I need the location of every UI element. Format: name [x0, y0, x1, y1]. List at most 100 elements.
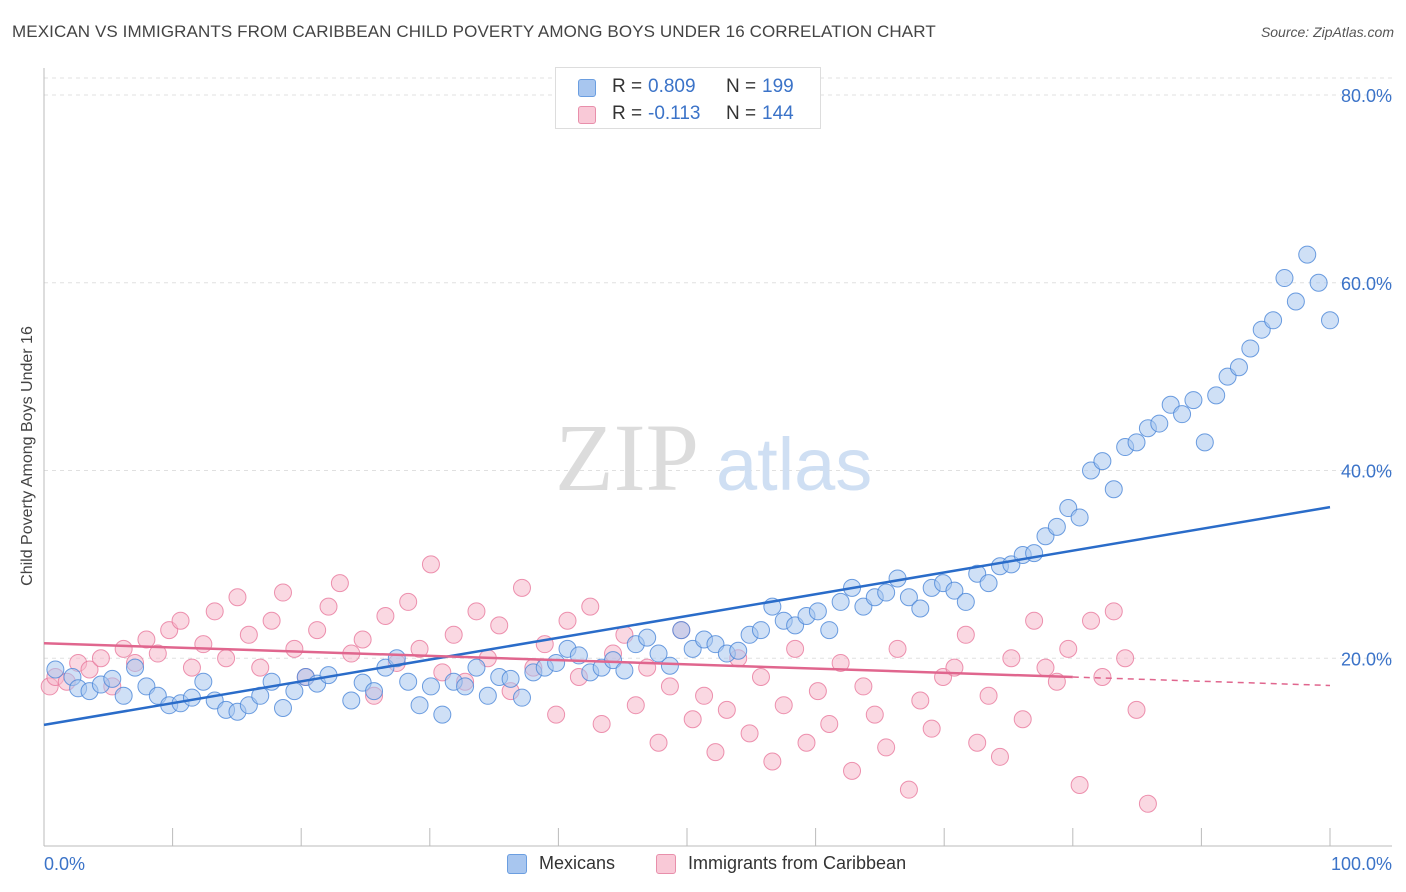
mexican-point [1298, 245, 1317, 264]
caribbean-point [205, 602, 224, 621]
caribbean-point [1104, 602, 1123, 621]
mexican-point [729, 641, 748, 660]
caribbean-point [1070, 775, 1089, 794]
mexican-point [1047, 517, 1066, 536]
n-value: 199 [762, 76, 794, 97]
mexican-point [1150, 414, 1169, 433]
caribbean-point [262, 611, 281, 630]
stats-row-mexicans: R = 0.809 N = 199 [556, 76, 822, 102]
caribbean-point [751, 668, 770, 687]
caribbean-point [1082, 611, 1101, 630]
caribbean-point [706, 743, 725, 762]
x-tick-label-min: 0.0% [44, 854, 85, 874]
caribbean-point [1013, 710, 1032, 729]
legend-item-caribbean[interactable]: Immigrants from Caribbean [656, 852, 946, 876]
y-tick-label: 80.0% [1341, 86, 1392, 106]
mexican-point [1286, 292, 1305, 311]
r-value: -0.113 [648, 103, 701, 124]
mexican-point [399, 672, 418, 691]
legend-item-mexicans[interactable]: Mexicans [507, 852, 637, 876]
caribbean-point [330, 574, 349, 593]
caribbean-point [922, 719, 941, 738]
caribbean-point [956, 625, 975, 644]
mexicans-swatch [578, 79, 596, 97]
mexican-point [649, 644, 668, 663]
caribbean-point [91, 649, 110, 668]
stats-legend: R = 0.809 N = 199 R = -0.113 N = 144 [555, 67, 821, 129]
mexican-point [638, 628, 657, 647]
mexican-point [1264, 311, 1283, 330]
caribbean-point [740, 724, 759, 743]
caribbean-point [217, 649, 236, 668]
caribbean-point [148, 644, 167, 663]
caribbean-swatch [578, 106, 596, 124]
mexican-point [478, 686, 497, 705]
legend-swatch-caribbean [656, 854, 676, 874]
mexican-point [1207, 386, 1226, 405]
mexican-point [342, 691, 361, 710]
caribbean-point [899, 780, 918, 799]
y-tick-label: 40.0% [1341, 462, 1392, 482]
caribbean-point [353, 630, 372, 649]
caribbean-point [512, 578, 531, 597]
caribbean-point [683, 710, 702, 729]
mexican-point [1184, 391, 1203, 410]
caribbean-point [1059, 639, 1078, 658]
caribbean-point [626, 696, 645, 715]
mexican-point [1321, 311, 1339, 330]
mexican-point [547, 653, 566, 672]
caribbean-point [660, 677, 679, 696]
mexican-point [911, 599, 930, 618]
caribbean-point [228, 588, 247, 607]
caribbean-point [911, 691, 930, 710]
caribbean-point [1116, 649, 1135, 668]
caribbean-point [171, 611, 190, 630]
caribbean-point [1138, 794, 1157, 813]
mexican-point [751, 621, 770, 640]
caribbean-point [376, 607, 395, 626]
caribbean-point [1093, 668, 1112, 687]
mexican-point [820, 621, 839, 640]
caribbean-point [763, 752, 782, 771]
caribbean-point [968, 733, 987, 752]
caribbean-point [820, 714, 839, 733]
caribbean-point [182, 658, 201, 677]
caribbean-point [490, 616, 509, 635]
tick-labels: 20.0% 40.0% 60.0% 80.0% 0.0% 100.0% [44, 86, 1392, 874]
mexican-point [1195, 433, 1214, 452]
watermark-atlas: atlas [716, 423, 872, 506]
caribbean-point [865, 705, 884, 724]
mexican-point [273, 699, 292, 718]
caribbean-point [877, 738, 896, 757]
caribbean-point [467, 602, 486, 621]
source-label: Source: ZipAtlas.com [1260, 24, 1394, 40]
mexican-point [979, 574, 998, 593]
n-label: N = [726, 76, 757, 97]
mexican-point [1275, 269, 1294, 288]
mexican-point [672, 621, 691, 640]
caribbean-point [444, 625, 463, 644]
mexican-point [194, 672, 213, 691]
y-tick-label: 20.0% [1341, 649, 1392, 669]
x-tick-label-max: 100.0% [1331, 854, 1392, 874]
caribbean-point [695, 686, 714, 705]
mexican-point [1093, 452, 1112, 471]
caribbean-point [808, 682, 827, 701]
caribbean-point [592, 714, 611, 733]
r-label: R = [612, 76, 643, 97]
caribbean-point [137, 630, 156, 649]
caribbean-point [1025, 611, 1044, 630]
legend-label-mexicans: Mexicans [539, 853, 616, 873]
mexican-point [956, 592, 975, 611]
axes [43, 68, 1392, 847]
grid-lines [44, 77, 1392, 659]
mexican-point [945, 581, 964, 600]
r-label: R = [612, 103, 643, 124]
caribbean-point [80, 660, 99, 679]
watermark: ZIP atlas [555, 404, 872, 511]
stats-row-caribbean: R = -0.113 N = 144 [556, 103, 822, 129]
legend-swatch-mexicans [507, 854, 527, 874]
mexican-point [1173, 405, 1192, 424]
mexican-point [365, 682, 384, 701]
